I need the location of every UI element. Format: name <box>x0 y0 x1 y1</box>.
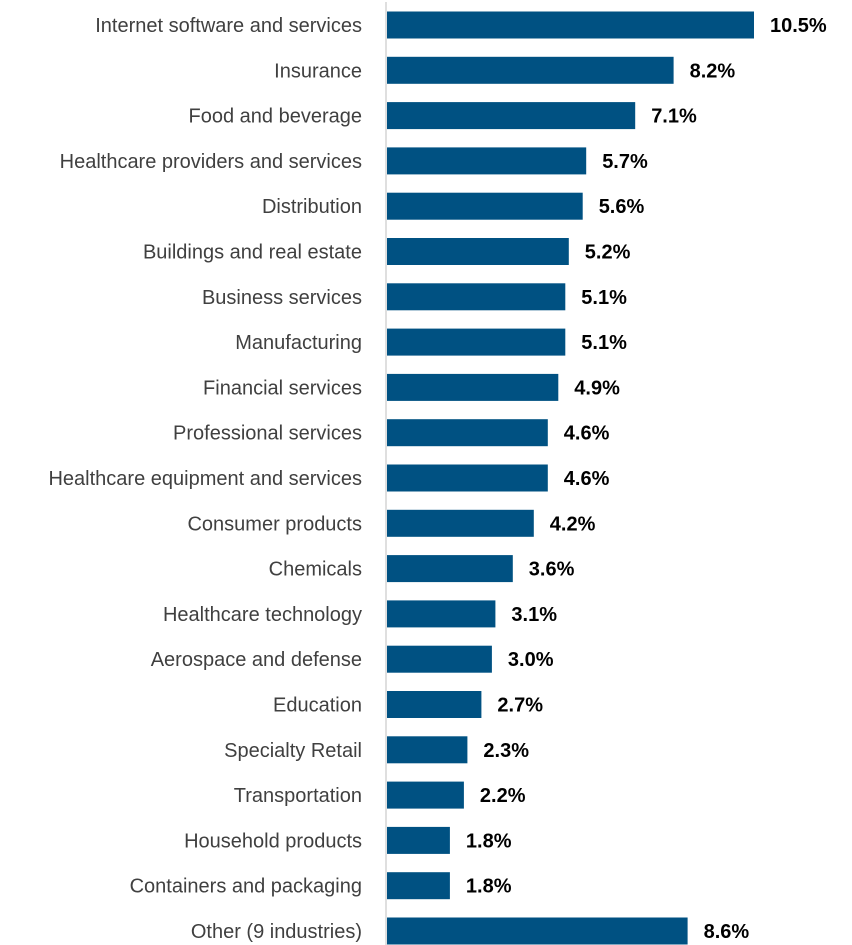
value-label: 4.6% <box>564 423 610 445</box>
bar <box>387 509 534 537</box>
category-label: Healthcare equipment and services <box>48 468 362 490</box>
category-label: Specialty Retail <box>224 740 362 762</box>
category-label: Consumer products <box>187 513 362 535</box>
value-label: 3.6% <box>529 559 575 581</box>
bar <box>387 826 450 854</box>
value-label: 3.0% <box>508 649 554 671</box>
value-label: 4.2% <box>550 513 596 535</box>
value-label: 2.7% <box>497 695 543 717</box>
category-label: Household products <box>184 830 362 852</box>
bar <box>387 373 559 401</box>
bar <box>387 600 496 628</box>
bar <box>387 192 583 220</box>
value-label: 4.6% <box>564 468 610 490</box>
category-label: Healthcare technology <box>163 604 362 626</box>
value-label: 8.2% <box>690 60 736 82</box>
category-label: Chemicals <box>269 559 362 581</box>
value-label: 2.3% <box>483 740 529 762</box>
category-label: Insurance <box>274 60 362 82</box>
value-label: 5.1% <box>581 332 627 354</box>
value-label: 5.7% <box>602 151 648 173</box>
category-labels: Internet software and services Insurance F… <box>48 15 362 943</box>
category-label: Transportation <box>234 785 362 807</box>
category-label: Other (9 industries) <box>191 921 362 943</box>
category-label: Distribution <box>262 196 362 218</box>
category-label: Education <box>273 695 362 717</box>
value-label: 5.2% <box>585 242 631 264</box>
value-label: 1.8% <box>466 830 512 852</box>
value-label: 1.8% <box>466 876 512 898</box>
bar <box>387 11 754 39</box>
bar <box>387 917 688 945</box>
bar <box>387 645 492 673</box>
value-label: 7.1% <box>651 106 697 128</box>
bar <box>387 872 450 900</box>
bar <box>387 419 548 447</box>
bar <box>387 464 548 492</box>
value-label: 10.5% <box>770 15 827 37</box>
category-label: Containers and packaging <box>130 876 362 898</box>
category-label: Professional services <box>173 423 362 445</box>
bar <box>387 102 636 130</box>
bar <box>387 283 566 311</box>
category-label: Buildings and real estate <box>143 242 362 264</box>
bar <box>387 238 569 265</box>
bar <box>387 147 587 175</box>
value-label: 5.6% <box>599 196 645 218</box>
category-label: Food and beverage <box>189 106 362 128</box>
value-label: 2.2% <box>480 785 526 807</box>
bar <box>387 56 674 84</box>
value-label: 5.1% <box>581 287 627 309</box>
bar <box>387 781 464 809</box>
value-label: 8.6% <box>704 921 750 943</box>
bar <box>387 328 566 356</box>
bar <box>387 555 513 583</box>
bar <box>387 736 468 764</box>
category-label: Manufacturing <box>235 332 362 354</box>
value-labels: 10.5% 8.2% 7.1% 5.7% 5.6% 5.2% 5.1% 5.1% 4.9% 4.6… <box>466 15 827 943</box>
category-label: Financial services <box>203 377 362 399</box>
category-label: Aerospace and defense <box>151 649 362 671</box>
bars-layer <box>387 11 754 945</box>
category-label: Healthcare providers and services <box>60 151 362 173</box>
bar <box>387 691 482 718</box>
category-label: Internet software and services <box>95 15 362 37</box>
value-label: 4.9% <box>574 377 620 399</box>
value-label: 3.1% <box>511 604 557 626</box>
category-label: Business services <box>202 287 362 309</box>
